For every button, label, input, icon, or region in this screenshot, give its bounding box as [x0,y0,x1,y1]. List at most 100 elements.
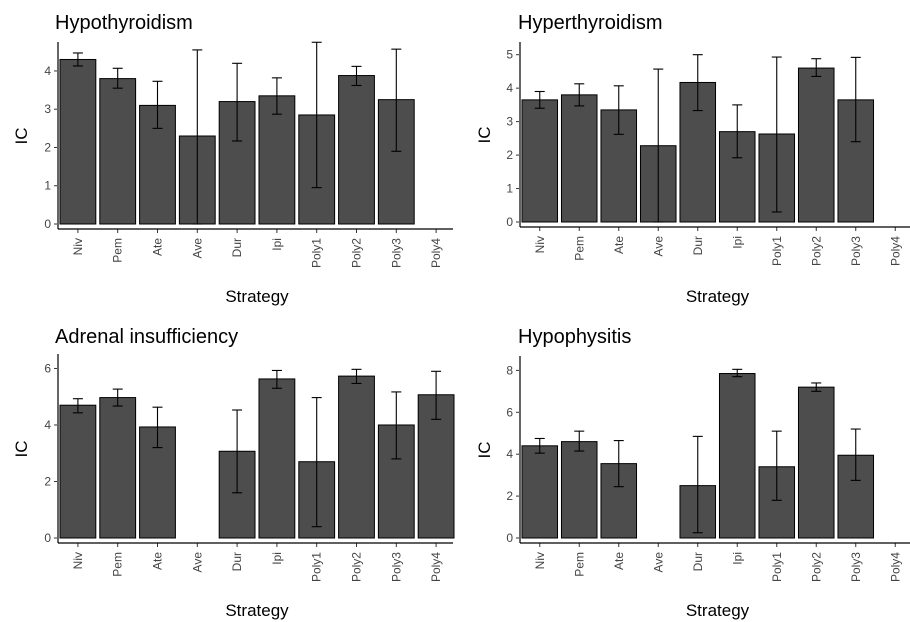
bar-poly2 [338,75,375,225]
x-tick-label: Poly3 [389,552,403,582]
x-tick-label: Poly4 [429,238,443,268]
y-tick-label: 4 [44,64,51,78]
bar-niv [59,404,97,539]
bar-poly2 [797,386,835,539]
panel-title: Hypothyroidism [55,12,193,34]
x-tick-label: Ate [612,552,626,570]
bar-niv [59,58,97,225]
panel-2: Hyperthyroidism IC Strategy 0 1 2 3 4 5 Niv Pem Ate… [475,12,910,306]
x-tick-label: Poly1 [770,552,784,582]
error-bar-poly3 [850,56,861,143]
error-bar-dur [692,435,703,534]
x-tick-label: Poly4 [429,552,443,582]
error-bar-ate [613,440,624,488]
x-axis-title: Strategy [225,287,289,306]
y-axis-title: IC [12,441,31,458]
x-tick-label: Pem [572,236,586,261]
error-bar-poly3 [850,428,861,481]
error-bar-ipi [271,369,282,389]
y-tick-label: 6 [506,405,513,419]
x-tick-label: Dur [230,238,244,257]
x-tick-label: Niv [71,552,85,569]
x-axis-title: Strategy [225,601,289,620]
error-bar-niv [72,52,83,67]
y-tick-label: 0 [44,531,51,545]
x-tick-label: Niv [533,236,547,253]
error-bar-niv [72,398,83,414]
error-bar-poly1 [311,41,322,189]
error-bar-dur [232,62,243,142]
bar-niv [521,99,559,223]
error-bar-poly2 [811,58,822,77]
x-tick-label: Ipi [730,552,744,565]
y-tick-label: 4 [44,418,51,432]
x-tick-label: Poly3 [389,238,403,268]
bar-pem [560,441,598,539]
y-tick-label: 0 [506,215,513,229]
y-tick-label: 2 [506,148,513,162]
y-tick-label: 4 [506,81,513,95]
panel-4: Hypophysitis IC Strategy 0 2 4 6 8 Niv Pem Ate Ave D… [475,326,910,620]
error-bar-poly2 [351,368,362,385]
y-axis-title: IC [475,442,494,459]
panel-3: Adrenal insufficiency IC Strategy 0 2 4 6 Niv Pe… [12,326,455,620]
panel-title: Adrenal insufficiency [55,326,238,348]
y-tick-label: 1 [44,179,51,193]
error-bar-poly3 [391,391,402,460]
y-tick-label: 1 [506,182,513,196]
x-tick-label: Poly2 [809,552,823,582]
error-bar-niv [534,437,545,454]
bar-pem [99,397,137,539]
x-tick-label: Poly4 [888,552,902,582]
x-tick-label: Ate [151,238,165,256]
x-tick-label: Niv [533,552,547,569]
bar-niv [521,445,559,539]
bar-pem [560,94,598,223]
x-axis-title: Strategy [686,287,750,306]
x-tick-label: Poly1 [770,236,784,266]
x-tick-label: Ave [190,552,204,573]
error-bar-poly4 [431,370,442,420]
error-bar-ave [192,49,203,225]
y-tick-label: 6 [44,361,51,375]
error-bar-poly1 [771,430,782,501]
x-tick-label: Poly2 [809,236,823,266]
x-tick-label: Ave [651,552,665,573]
bar-poly2 [338,375,375,539]
error-bar-ipi [732,104,743,159]
error-bar-ave [653,68,664,223]
bar-dur [218,450,256,539]
x-tick-label: Poly3 [849,236,863,266]
bar-ate [139,104,176,225]
x-tick-label: Ate [151,552,165,570]
x-tick-label: Poly1 [310,552,324,582]
error-bar-ate [613,85,624,135]
y-tick-label: 8 [506,363,513,377]
x-tick-label: Ave [190,238,204,259]
x-tick-label: Pem [111,552,125,577]
x-axis-title: Strategy [686,601,750,620]
error-bar-poly3 [391,48,402,152]
y-axis-title: IC [475,127,494,144]
y-tick-label: 2 [44,140,51,154]
error-bar-ate [152,406,163,449]
error-bar-ipi [271,77,282,115]
y-tick-label: 3 [506,115,513,129]
x-tick-label: Dur [691,552,705,571]
x-tick-label: Niv [71,238,85,255]
x-tick-label: Dur [230,552,244,571]
error-bar-pem [112,388,123,407]
error-bar-pem [574,83,585,107]
x-tick-label: Ipi [270,238,284,251]
error-bar-poly2 [811,382,822,392]
x-tick-label: Poly2 [350,238,364,268]
bar-ipi [258,95,296,225]
x-tick-label: Poly2 [350,552,364,582]
y-tick-label: 0 [506,531,513,545]
y-tick-label: 5 [506,48,513,62]
y-tick-label: 2 [44,474,51,488]
x-tick-label: Ipi [730,236,744,249]
x-tick-label: Poly4 [888,236,902,266]
x-tick-label: Dur [691,236,705,255]
y-tick-label: 4 [506,447,513,461]
